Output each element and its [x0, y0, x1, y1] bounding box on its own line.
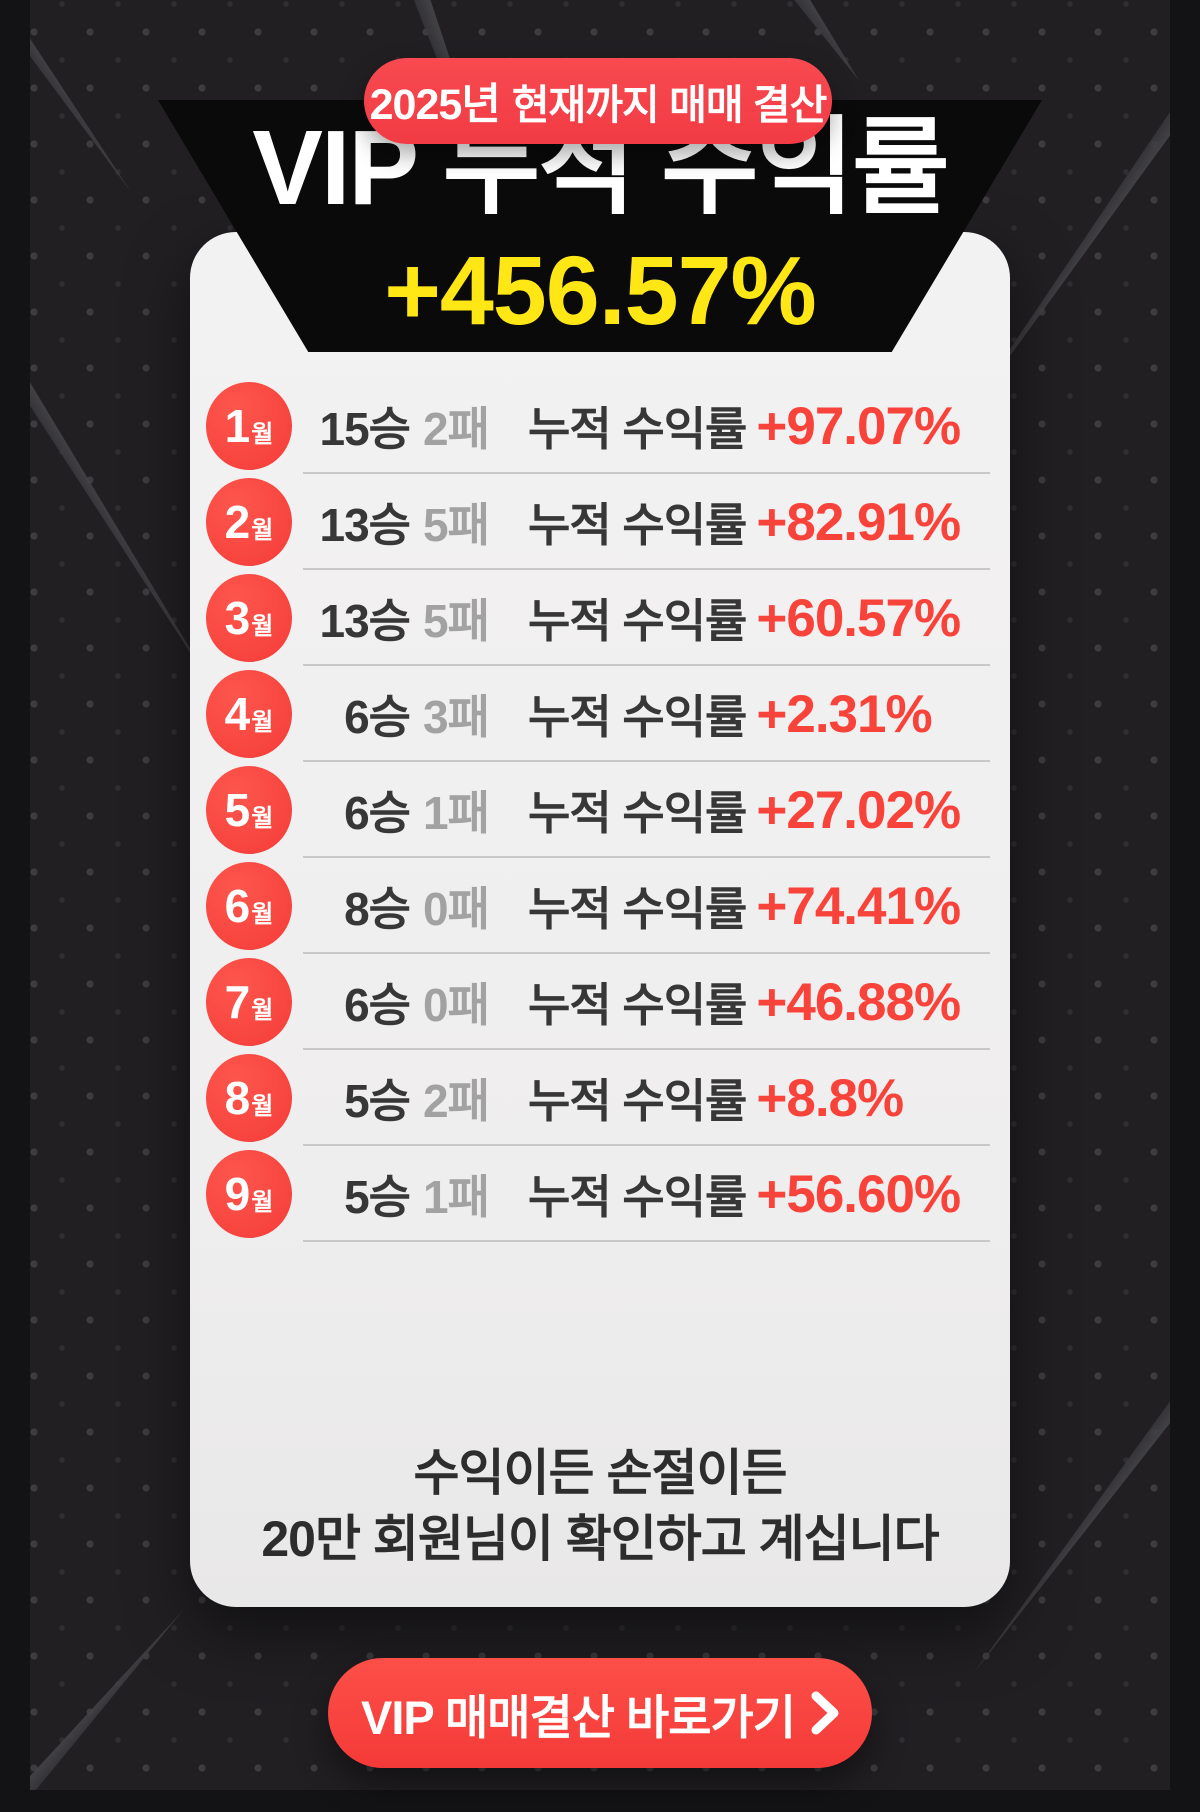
- monthly-result-row: 7 월 6승 0패 누적 수익률 +46.88%: [202, 954, 996, 1050]
- cumulative-return-value: +74.41%: [756, 876, 961, 936]
- month-badge: 6 월: [206, 862, 292, 950]
- month-number: 9: [224, 1168, 251, 1220]
- month-badge: 1 월: [206, 382, 292, 470]
- month-suffix: 월: [251, 1093, 274, 1120]
- month-badge: 2 월: [206, 478, 292, 566]
- wins-count: 13승: [319, 595, 412, 647]
- cumulative-return-label: 누적 수익률: [528, 499, 747, 551]
- month-badge: 4 월: [206, 670, 292, 758]
- losses-count: 1패: [423, 1171, 490, 1223]
- losses-count: 0패: [423, 883, 490, 935]
- cumulative-return-value: +8.8%: [756, 1068, 904, 1128]
- monthly-result-row: 2 월 13승 5패 누적 수익률 +82.91%: [202, 474, 996, 570]
- total-return-value: +456.57%: [384, 236, 817, 345]
- month-number: 4: [224, 688, 251, 740]
- monthly-result-row: 8 월 5승 2패 누적 수익률 +8.8%: [202, 1050, 996, 1146]
- cumulative-return-label: 누적 수익률: [528, 691, 747, 743]
- monthly-result-row: 3 월 13승 5패 누적 수익률 +60.57%: [202, 570, 996, 666]
- wins-count: 15승: [319, 403, 412, 455]
- monthly-results-list: 1 월 15승 2패 누적 수익률 +97.07% 2 월 13승 5패 누적 …: [202, 378, 996, 1242]
- cumulative-return-label: 누적 수익률: [528, 1075, 747, 1127]
- month-suffix: 월: [251, 517, 274, 544]
- cumulative-return-label: 누적 수익률: [528, 595, 747, 647]
- cumulative-return-value: +82.91%: [756, 492, 961, 552]
- cta-label: VIP 매매결산 바로가기: [361, 1690, 796, 1744]
- left-frame-bar: [0, 0, 30, 1812]
- losses-count: 5패: [423, 595, 490, 647]
- bottom-frame-bar: [0, 1790, 1200, 1812]
- wins-count: 13승: [319, 499, 412, 551]
- cumulative-return-value: +2.31%: [756, 684, 932, 744]
- month-badge: 8 월: [206, 1054, 292, 1142]
- monthly-result-row: 4 월 6승 3패 누적 수익률 +2.31%: [202, 666, 996, 762]
- chevron-right-icon: [811, 1691, 839, 1735]
- footer-line1: 수익이든 손절이든: [413, 1445, 788, 1501]
- wins-count: 8승: [344, 883, 411, 935]
- month-number: 6: [224, 880, 251, 932]
- cumulative-return-value: +60.57%: [756, 588, 961, 648]
- month-suffix: 월: [251, 709, 274, 736]
- month-badge: 7 월: [206, 958, 292, 1046]
- right-frame-bar: [1170, 0, 1200, 1812]
- month-badge: 9 월: [206, 1150, 292, 1238]
- results-card: [190, 232, 1010, 1607]
- month-number: 3: [224, 592, 251, 644]
- footer-message: 수익이든 손절이든 20만 회원님이 확인하고 계십니다: [190, 1440, 1010, 1572]
- month-suffix: 월: [251, 421, 274, 448]
- month-badge: 3 월: [206, 574, 292, 662]
- month-suffix: 월: [251, 805, 274, 832]
- wins-count: 5승: [344, 1171, 411, 1223]
- losses-count: 5패: [423, 499, 490, 551]
- losses-count: 3패: [423, 691, 490, 743]
- cta-button[interactable]: VIP 매매결산 바로가기: [328, 1658, 872, 1768]
- cumulative-return-label: 누적 수익률: [528, 979, 747, 1031]
- cumulative-return-value: +56.60%: [756, 1164, 961, 1224]
- month-suffix: 월: [251, 901, 274, 928]
- monthly-result-row: 5 월 6승 1패 누적 수익률 +27.02%: [202, 762, 996, 858]
- month-number: 5: [224, 784, 251, 836]
- cumulative-return-label: 누적 수익률: [528, 403, 747, 455]
- losses-count: 2패: [423, 403, 490, 455]
- losses-count: 0패: [423, 979, 490, 1031]
- wins-count: 5승: [344, 1075, 411, 1127]
- monthly-result-row: 6 월 8승 0패 누적 수익률 +74.41%: [202, 858, 996, 954]
- month-number: 2: [224, 496, 251, 548]
- month-suffix: 월: [251, 997, 274, 1024]
- monthly-result-row: 9 월 5승 1패 누적 수익률 +56.60%: [202, 1146, 996, 1242]
- year-badge: 2025년 현재까지 매매 결산: [364, 58, 832, 144]
- month-suffix: 월: [251, 613, 274, 640]
- cumulative-return-label: 누적 수익률: [528, 1171, 747, 1223]
- cumulative-return-label: 누적 수익률: [528, 787, 747, 839]
- cumulative-return-value: +27.02%: [756, 780, 961, 840]
- losses-count: 2패: [423, 1075, 490, 1127]
- month-number: 1: [224, 400, 251, 452]
- month-suffix: 월: [251, 1189, 274, 1216]
- wins-count: 6승: [344, 787, 411, 839]
- cumulative-return-value: +46.88%: [756, 972, 961, 1032]
- month-number: 8: [224, 1072, 251, 1124]
- wins-count: 6승: [344, 691, 411, 743]
- monthly-result-row: 1 월 15승 2패 누적 수익률 +97.07%: [202, 378, 996, 474]
- cumulative-return-label: 누적 수익률: [528, 883, 747, 935]
- year-text: 2025년: [369, 81, 501, 129]
- wins-count: 6승: [344, 979, 411, 1031]
- cumulative-return-value: +97.07%: [756, 396, 961, 456]
- footer-line2: 20만 회원님이 확인하고 계십니다: [261, 1511, 939, 1567]
- losses-count: 1패: [423, 787, 490, 839]
- month-badge: 5 월: [206, 766, 292, 854]
- badge-subtitle-text: 현재까지 매매 결산: [511, 82, 828, 128]
- month-number: 7: [224, 976, 251, 1028]
